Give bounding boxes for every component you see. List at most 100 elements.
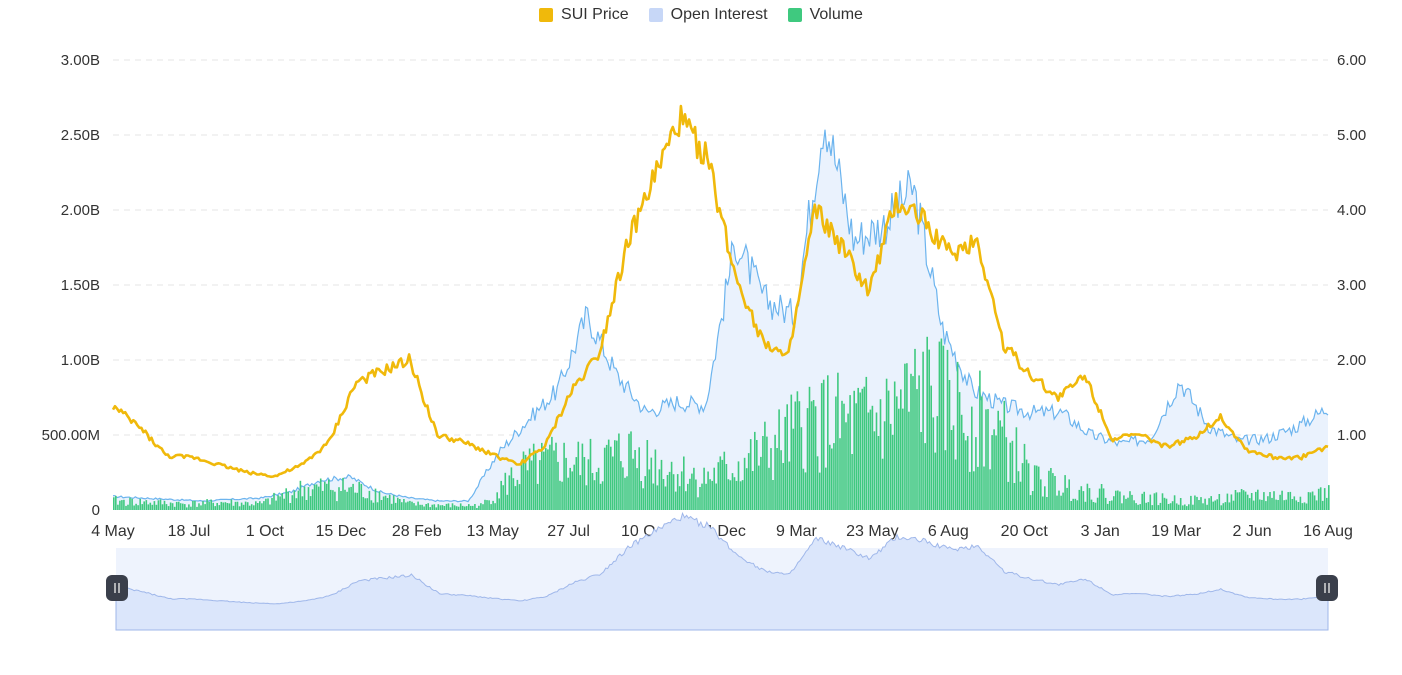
volume-bar	[902, 408, 904, 510]
volume-bar	[482, 504, 484, 510]
volume-bar	[666, 475, 669, 510]
volume-bar	[421, 504, 423, 510]
volume-bar	[985, 409, 987, 510]
volume-bar	[1216, 499, 1218, 510]
volume-bar	[295, 498, 298, 510]
volume-bar	[451, 503, 454, 510]
volume-bar	[678, 486, 681, 510]
volume-bar	[470, 505, 472, 510]
volume-bar	[796, 391, 799, 510]
volume-bar	[1137, 504, 1139, 510]
volume-bar	[597, 467, 600, 510]
navigator-handle-right[interactable]	[1316, 575, 1338, 601]
volume-bar	[571, 471, 573, 510]
volume-bar	[776, 448, 778, 510]
volume-bar	[849, 395, 851, 510]
volume-bar	[494, 503, 496, 510]
volume-bar	[1232, 500, 1235, 510]
volume-bar	[1210, 496, 1212, 510]
volume-bar	[125, 505, 127, 510]
volume-bar	[238, 506, 241, 510]
volume-bar	[1031, 491, 1034, 510]
volume-bar	[1220, 505, 1223, 510]
volume-bar	[928, 349, 930, 510]
volume-bar	[632, 458, 634, 510]
volume-bar	[476, 508, 478, 510]
volume-bar	[887, 390, 890, 510]
volume-bar	[896, 396, 898, 510]
legend-item-volume[interactable]: Volume	[787, 6, 863, 24]
volume-bar	[790, 394, 793, 510]
legend-item-price[interactable]: SUI Price	[539, 6, 629, 24]
x-tick-label: 1 Oct	[246, 523, 285, 540]
volume-bar	[352, 483, 354, 510]
volume-bar	[399, 499, 401, 510]
volume-bar	[1046, 497, 1048, 510]
volume-bar	[169, 502, 172, 510]
volume-bar	[891, 434, 894, 510]
volume-bar	[642, 488, 644, 510]
volume-bar	[222, 502, 225, 510]
volume-bar	[488, 500, 490, 510]
volume-bar	[713, 467, 715, 510]
volume-bar	[861, 388, 864, 510]
volume-bar	[774, 434, 776, 510]
volume-bar	[1289, 491, 1292, 510]
volume-bar	[289, 503, 292, 510]
volume-bar	[435, 507, 438, 510]
volume-bar	[668, 471, 671, 510]
volume-bar	[743, 457, 746, 510]
volume-bar	[1155, 492, 1158, 510]
volume-bar	[461, 505, 464, 510]
volume-bar	[283, 498, 285, 510]
volume-bar	[285, 488, 287, 510]
volume-bar	[255, 501, 257, 510]
volume-bar	[287, 491, 289, 510]
volume-bar	[228, 503, 231, 510]
volume-bar	[816, 456, 819, 510]
volume-bar	[1297, 502, 1300, 510]
volume-bar	[877, 436, 880, 510]
volume-bar	[885, 378, 888, 510]
volume-bar	[999, 420, 1001, 510]
volume-bar	[133, 505, 135, 510]
volume-bar	[893, 381, 896, 510]
volume-bar	[330, 489, 332, 510]
volume-bar	[1271, 497, 1273, 510]
volume-bar	[758, 465, 760, 510]
volume-bar	[1009, 442, 1012, 510]
volume-bar	[932, 417, 935, 510]
navigator-handle-left[interactable]	[106, 575, 128, 601]
volume-bar	[411, 501, 413, 510]
volume-bar	[622, 467, 624, 510]
volume-bar	[240, 502, 243, 510]
volume-bar	[536, 483, 539, 510]
volume-bar	[539, 460, 541, 510]
volume-bar	[344, 489, 346, 510]
volume-bar	[484, 499, 486, 510]
range-navigator[interactable]	[106, 511, 1338, 631]
volume-bar	[374, 488, 377, 510]
volume-bar	[226, 503, 229, 510]
volume-bar	[433, 504, 436, 510]
legend-item-open-interest[interactable]: Open Interest	[648, 6, 768, 24]
legend-label-open-interest: Open Interest	[670, 6, 768, 23]
volume-bar	[242, 504, 245, 510]
volume-bar	[962, 432, 965, 510]
left-y-axis: 0 500.00M 1.00B 1.50B 2.00B 2.50B 3.00B	[42, 52, 100, 519]
volume-bar	[206, 499, 208, 510]
volume-bar	[1287, 492, 1289, 510]
volume-bar	[216, 503, 218, 510]
volume-bar	[437, 504, 440, 510]
volume-bar	[563, 442, 565, 510]
volume-bar	[983, 466, 985, 510]
legend-swatch-price	[539, 8, 554, 22]
volume-bar	[782, 463, 784, 510]
volume-bar	[664, 486, 667, 510]
volume-bar	[1023, 443, 1026, 510]
volume-bar	[869, 409, 872, 510]
volume-bar	[660, 459, 663, 510]
volume-bar	[1259, 499, 1261, 510]
volume-bar	[916, 389, 918, 510]
volume-bar	[232, 505, 235, 510]
